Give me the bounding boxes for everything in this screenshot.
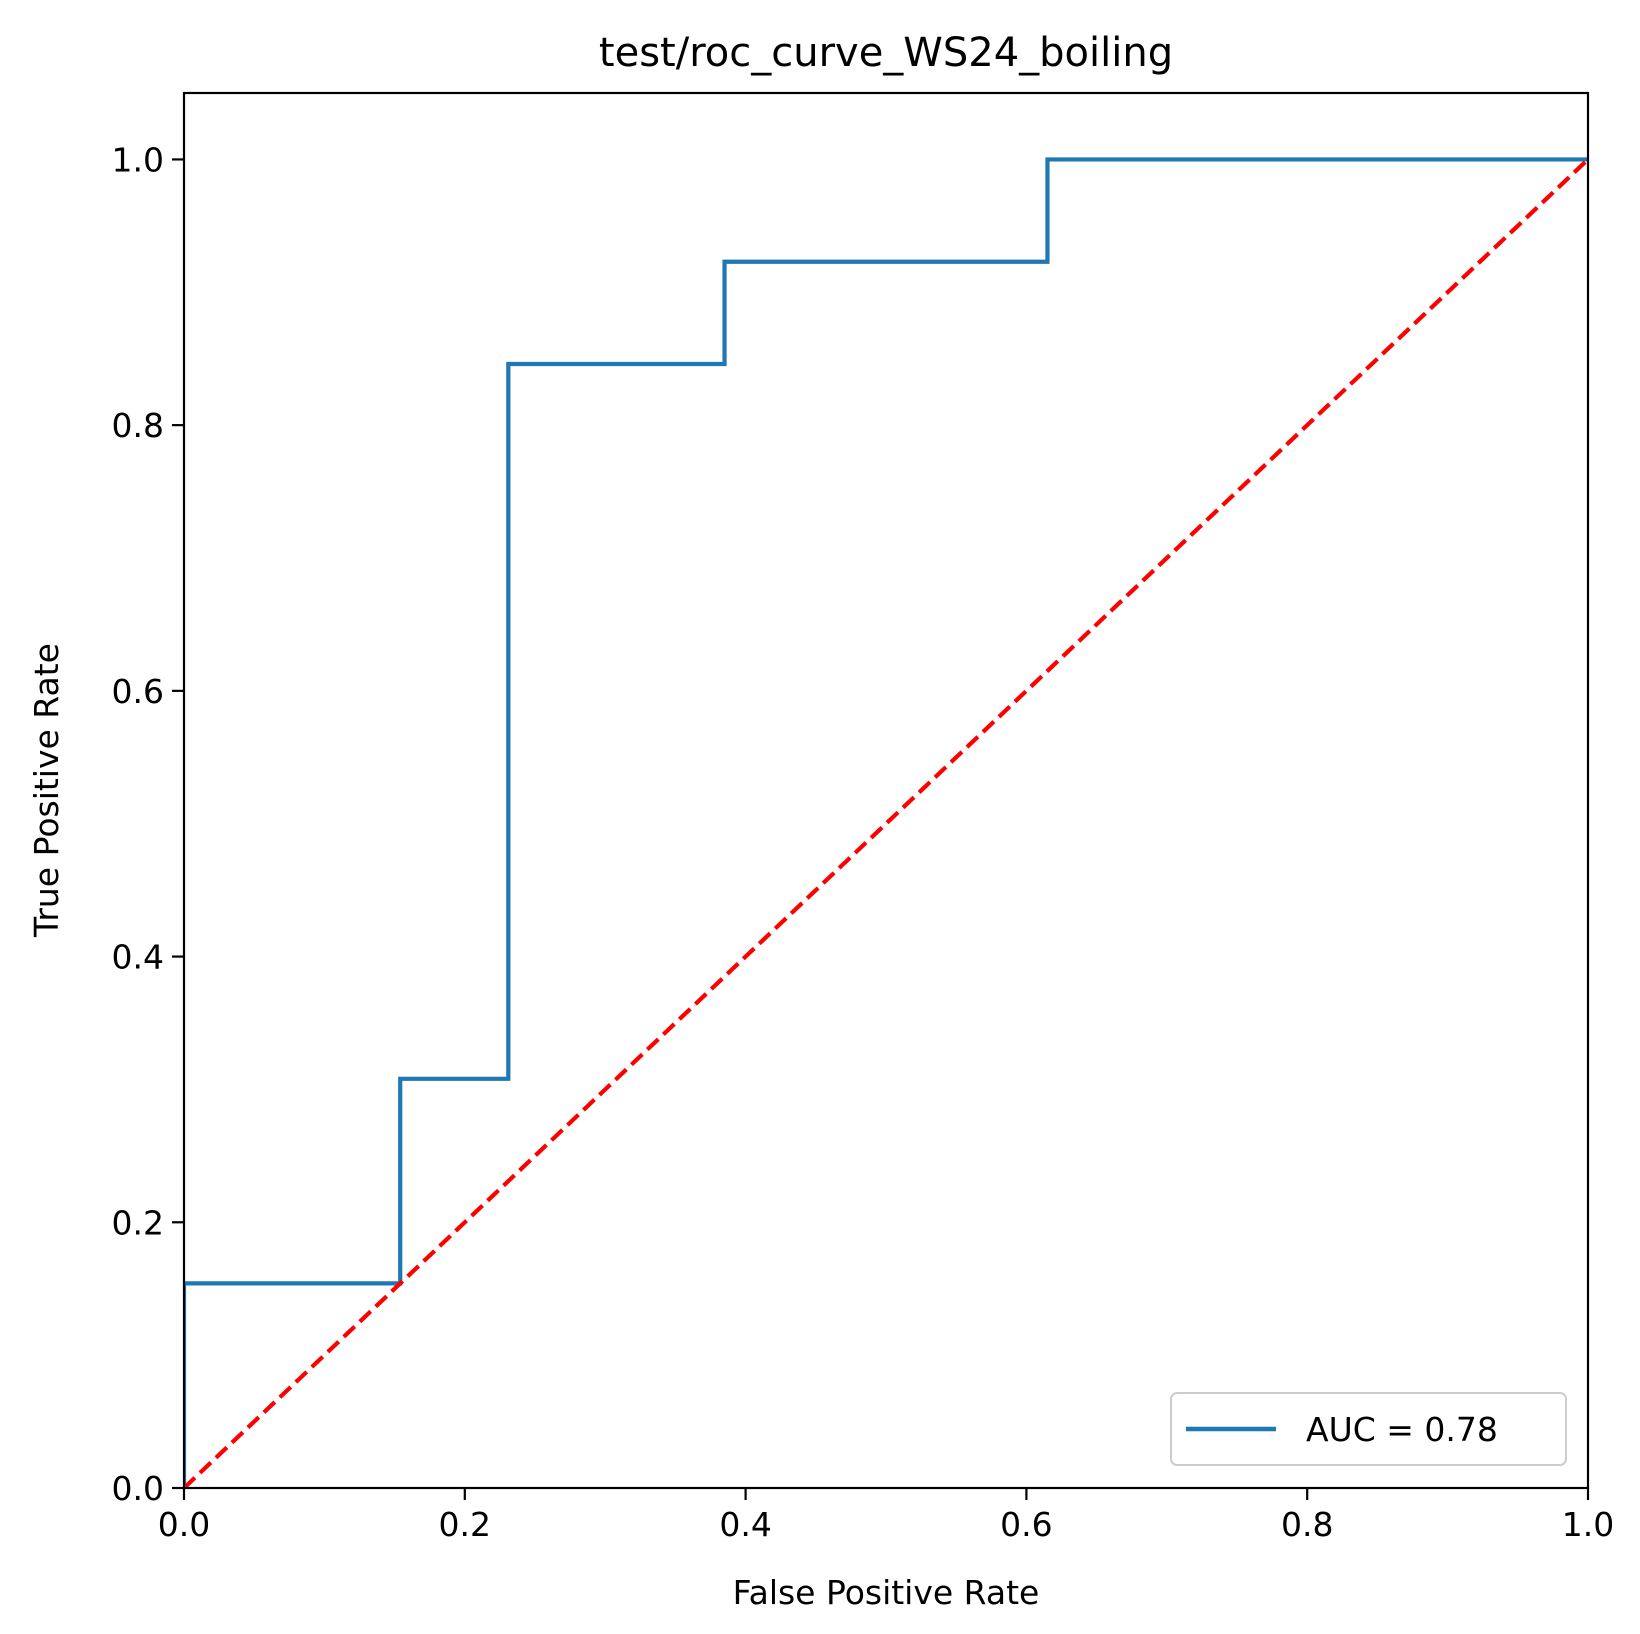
x-tick-label: 1.0 (1562, 1505, 1614, 1544)
y-axis-ticks: 0.0 0.2 0.4 0.6 0.8 1.0 (112, 140, 184, 1508)
y-tick-label: 0.2 (112, 1203, 164, 1242)
legend-label-auc: AUC = 0.78 (1306, 1410, 1498, 1449)
roc-curve-line (184, 157, 1588, 1488)
chance-diagonal-line (184, 157, 1588, 1488)
legend-box (1170, 1392, 1567, 1466)
x-axis-label: False Positive Rate (733, 1573, 1040, 1612)
x-tick-label: 0.0 (158, 1505, 210, 1544)
x-tick-label: 0.2 (439, 1505, 491, 1544)
x-axis-ticks: 0.0 0.2 0.4 0.6 0.8 1.0 (158, 1488, 1614, 1544)
y-tick-label: 0.0 (112, 1469, 164, 1508)
y-axis-label: True Positive Rate (27, 643, 66, 938)
y-tick-label: 0.6 (112, 672, 164, 711)
x-tick-label: 0.4 (719, 1505, 771, 1544)
series-group (184, 157, 1588, 1488)
plot-area-frame (182, 91, 1590, 1490)
y-tick-label: 0.4 (112, 938, 164, 977)
legend: AUC = 0.78 (1170, 1392, 1567, 1466)
x-tick-label: 0.6 (1000, 1505, 1052, 1544)
y-tick-label: 1.0 (112, 140, 164, 179)
y-tick-label: 0.8 (112, 406, 164, 445)
x-tick-label: 0.8 (1281, 1505, 1333, 1544)
chart-title: test/roc_curve_WS24_boiling (599, 30, 1173, 76)
